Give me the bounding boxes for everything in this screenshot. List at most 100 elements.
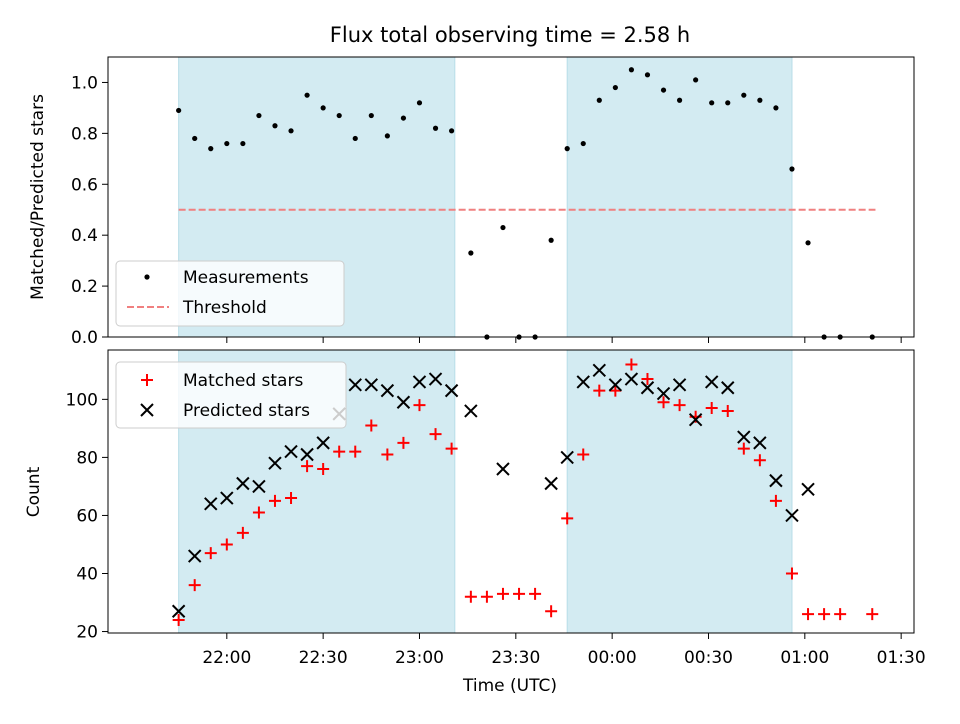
matched-star-point [769,494,782,507]
matched-star-point [593,384,606,397]
matched-star-point [545,605,558,618]
matched-star-point [413,399,426,412]
predicted-star-point [672,378,687,392]
matched-star-point [349,445,362,458]
matched-star-point [785,567,798,580]
measurement-point [564,146,570,152]
matched-star-point [529,587,542,600]
top-y-axis-label: Matched/Predicted stars [28,94,48,300]
predicted-star-point [785,508,799,523]
predicted-star-point [380,383,395,398]
predicted-star-point [496,462,510,476]
matched-star-point [220,538,233,551]
matched-stars-points [172,358,879,626]
matched-star-point [657,396,670,409]
measurement-point [548,237,554,243]
bottom-legend-box [115,361,347,429]
predicted-star-point [204,497,218,511]
matched-star-point [866,608,879,621]
measurement-point [272,123,278,129]
threshold-legend-label: Threshold [182,298,267,318]
top-highlight-band [566,56,793,338]
x-axis-label: Time (UTC) [462,676,557,696]
predicted-stars-legend-label: Predicted stars [183,401,310,421]
predicted-star-point [428,372,443,386]
predicted-star-point [252,479,266,494]
matched-star-point [480,590,493,603]
measurement-point [660,87,667,93]
top-y-tick-label: 0.6 [71,175,98,195]
matched-star-point [641,373,654,386]
bottom-legend: Matched stars Predicted stars [115,361,347,429]
bottom-y-tick-label: 20 [76,623,98,643]
bottom-y-tick-label: 80 [76,448,98,468]
measurement-point [416,100,423,106]
matched-star-point [397,436,410,449]
measurement-point [384,133,390,139]
x-tick-label: 23:30 [491,648,540,668]
matched-star-point [252,506,265,519]
measurement-point [612,84,618,91]
matched-star-point [365,419,378,432]
measurement-point [580,140,586,147]
predicted-star-point [560,450,574,465]
measurement-point [256,112,262,119]
matched-star-point [204,547,217,560]
matched-star-point [268,494,281,507]
top-x-ticks [226,337,902,343]
measurement-point [368,112,374,119]
top-y-tick-label: 0.0 [71,328,98,348]
predicted-stars-points [171,363,815,618]
predicted-star-point [364,378,379,392]
x-tick-label: 22:00 [202,648,251,668]
measurement-point [741,92,747,98]
measurement-point [208,146,214,152]
bottom-y-axis-label: Count [24,466,44,517]
matched-star-point [381,448,394,461]
top-y-ticks: 0.0 0.2 0.4 0.6 0.8 1.0 [71,73,108,348]
measurement-point [725,100,731,106]
matched-star-point [285,492,298,505]
matched-star-point [705,402,718,415]
matched-star-point [172,613,185,626]
matched-star-point [236,526,249,539]
predicted-star-point [576,375,590,389]
measurement-point [320,105,326,111]
predicted-star-point [284,444,298,459]
measurement-point [789,166,795,172]
matched-star-point [333,445,346,458]
top-y-tick-label: 1.0 [71,73,98,93]
top-legend: Measurements Threshold [115,260,345,327]
predicted-star-point [464,404,478,418]
measurement-point [693,77,699,83]
measurement-point [336,112,342,119]
matched-star-point [737,442,750,455]
predicted-star-point [656,386,671,401]
measurement-point [240,140,246,147]
predicted-star-point [640,381,655,395]
predicted-star-point [753,436,767,450]
measurement-point [288,128,294,134]
bottom-panel: 20 40 60 80 100 22:00 22:30 23:00 23:30 00:00 00:… [24,349,926,696]
matched-star-point [753,454,766,467]
measurements-legend-marker [144,274,150,280]
bottom-highlight-band [566,349,793,634]
measurement-point [709,100,715,106]
predicted-star-point [187,549,202,563]
predicted-star-point [412,375,427,389]
measurement-point [676,97,683,103]
predicted-star-point [704,375,719,389]
predicted-star-point [737,430,751,444]
measurement-point [176,107,182,114]
measurement-point [805,240,811,246]
chart-title: Flux total observing time = 2.58 h [330,23,690,47]
x-tick-label: 00:00 [588,648,637,668]
predicted-star-point [688,412,703,427]
matched-star-point [818,608,831,621]
measurement-point [628,67,635,73]
predicted-star-point [316,436,330,450]
top-y-tick-label: 0.8 [71,124,98,144]
top-y-tick-label: 0.4 [71,226,98,246]
matched-star-point [577,448,590,461]
